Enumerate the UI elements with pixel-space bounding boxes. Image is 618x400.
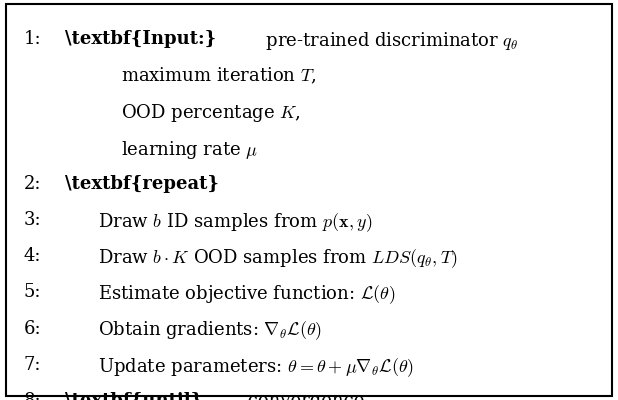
Text: 7:: 7:: [23, 356, 41, 374]
Text: \textbf{until}: \textbf{until}: [65, 392, 202, 400]
Text: Obtain gradients: $\nabla_{\theta}\mathcal{L}(\theta)$: Obtain gradients: $\nabla_{\theta}\mathc…: [98, 320, 322, 342]
Text: 5:: 5:: [23, 283, 41, 301]
Text: 4:: 4:: [23, 247, 41, 265]
Text: \textbf{Input:}: \textbf{Input:}: [65, 30, 216, 48]
Text: \textbf{repeat}: \textbf{repeat}: [65, 175, 219, 193]
Text: Draw $b \cdot K$ OOD samples from $LDS(q_{\theta}, T)$: Draw $b \cdot K$ OOD samples from $LDS(q…: [98, 247, 457, 270]
Text: Update parameters: $\theta = \theta + \mu\nabla_{\theta}\mathcal{L}(\theta)$: Update parameters: $\theta = \theta + \m…: [98, 356, 413, 378]
Text: OOD percentage $K$,: OOD percentage $K$,: [121, 102, 300, 124]
FancyBboxPatch shape: [6, 4, 612, 396]
Text: pre-trained discriminator $q_{\theta}$: pre-trained discriminator $q_{\theta}$: [260, 30, 519, 52]
Text: 2:: 2:: [23, 175, 41, 193]
Text: Estimate objective function: $\mathcal{L}(\theta)$: Estimate objective function: $\mathcal{L…: [98, 283, 395, 306]
Text: 6:: 6:: [23, 320, 41, 338]
Text: learning rate $\mu$: learning rate $\mu$: [121, 138, 258, 160]
Text: 8:: 8:: [23, 392, 41, 400]
Text: 1:: 1:: [23, 30, 41, 48]
Text: 3:: 3:: [23, 211, 41, 229]
Text: convergence: convergence: [242, 392, 365, 400]
Text: maximum iteration $T$,: maximum iteration $T$,: [121, 66, 316, 86]
Text: Draw $b$ ID samples from $p(\mathbf{x}, y)$: Draw $b$ ID samples from $p(\mathbf{x}, …: [98, 211, 372, 234]
